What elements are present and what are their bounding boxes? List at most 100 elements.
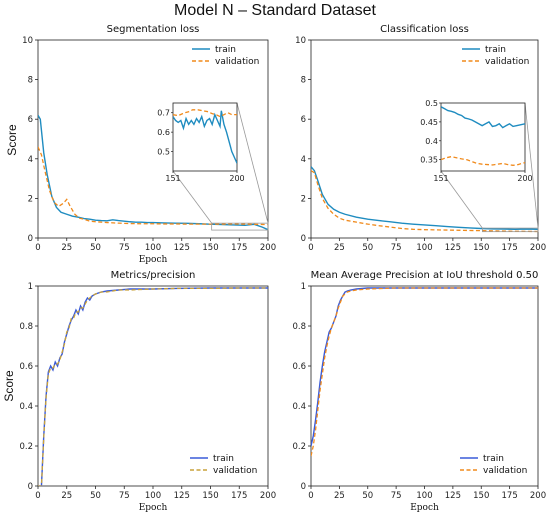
map-chart-x-tick-label: 50	[362, 491, 373, 501]
prec-chart-y-tick-label: 0.4	[19, 402, 33, 412]
seg-chart-zoom-connector-left	[172, 170, 212, 224]
cls-chart-legend: train validation	[462, 45, 529, 67]
cls-chart-x-tick-label: 100	[416, 243, 432, 253]
seg-chart-x-tick-label: 75	[119, 243, 130, 253]
map-chart-legend: train validation	[460, 454, 527, 476]
seg-chart-y-tick-label: 6	[28, 115, 33, 125]
map-chart-y-tick-label: 0.6	[292, 362, 306, 372]
prec-chart-y-tick-label: 0	[28, 482, 33, 492]
cls-chart-series-train-line	[311, 166, 538, 230]
seg-chart-legend-label-validation: validation	[215, 57, 259, 67]
cls-chart-inset-series-train-line	[441, 106, 525, 129]
map-chart-x-tick-label: 25	[334, 491, 345, 501]
cls-chart-zoom-connector-left	[440, 170, 483, 229]
prec-chart-x-tick-label: 175	[231, 491, 247, 501]
cls-chart-inset: 151 200 0.35 0.4 0.45 0.5	[420, 99, 532, 183]
map-chart-series-validation-line	[311, 287, 538, 457]
map-chart-y-tick-label: 0.8	[292, 322, 306, 332]
map-chart-x-tick-label: 125	[445, 491, 461, 501]
seg-chart-inset: 151 200 0.5 0.6 0.7	[157, 102, 245, 183]
map-chart-x-tick-label: 0	[308, 491, 313, 501]
map-chart-x-tick-label: 150	[473, 491, 489, 501]
prec-chart-legend: train validation	[190, 454, 257, 476]
prec-chart-x-tick-label: 200	[260, 491, 276, 501]
cls-chart-y-tick-label: 4	[301, 155, 306, 165]
seg-chart-y-tick-label: 0	[28, 234, 33, 244]
map-chart: Mean Average Precision at IoU threshold …	[292, 270, 546, 513]
seg-chart-y-tick-label: 4	[28, 155, 33, 165]
map-chart-legend-label-train: train	[483, 454, 504, 464]
prec-chart-title: Metrics/precision	[111, 270, 196, 281]
cls-chart-y-tick-label: 8	[301, 76, 306, 86]
prec-chart-y-axis-label: Score	[2, 370, 16, 402]
prec-chart-y-tick-label: 0.2	[19, 442, 33, 452]
cls-chart-legend-label-validation: validation	[485, 57, 529, 67]
cls-chart-inset-y-tick-label: 0.45	[420, 118, 438, 127]
seg-chart-inset-series-train-line	[173, 110, 237, 164]
cls-chart-legend-label-train: train	[485, 45, 506, 55]
seg-chart-zoom-connector-right	[236, 102, 269, 224]
cls-chart-x-tick-label: 0	[308, 243, 313, 253]
prec-chart-x-tick-label: 125	[174, 491, 190, 501]
figure-title: Model N – Standard Dataset	[174, 2, 376, 19]
seg-chart-x-tick-label: 125	[174, 243, 190, 253]
seg-chart-y-tick-label: 8	[28, 76, 33, 86]
map-chart-y-tick-label: 1	[301, 282, 306, 292]
map-chart-x-tick-label: 200	[530, 491, 546, 501]
prec-chart-x-tick-label: 50	[90, 491, 101, 501]
prec-chart: Metrics/precision 0 25 50 75 100 125 150 175 200 0…	[2, 270, 276, 513]
seg-chart-legend-label-train: train	[215, 45, 236, 55]
cls-chart-y-tick-label: 10	[295, 36, 306, 46]
prec-chart-x-tick-label: 100	[145, 491, 161, 501]
seg-chart-inset-x-tick-label: 200	[229, 174, 244, 183]
seg-chart-inset-y-tick-label: 0.6	[157, 128, 170, 137]
prec-chart-series-validation-line	[38, 287, 268, 486]
prec-chart-y-tick-label: 1	[28, 282, 33, 292]
cls-chart-x-tick-label: 75	[391, 243, 402, 253]
prec-chart-x-tick-label: 75	[119, 491, 130, 501]
map-chart-y-tick-label: 0.4	[292, 402, 306, 412]
cls-chart-title: Classification loss	[380, 24, 469, 35]
cls-chart-y-tick-label: 2	[301, 194, 306, 204]
map-chart-x-tick-label: 175	[502, 491, 518, 501]
seg-chart-inset-frame	[172, 102, 238, 172]
cls-chart-x-tick-label: 175	[502, 243, 518, 253]
cls-chart-inset-frame	[440, 102, 526, 172]
cls-chart-inset-y-tick-label: 0.35	[420, 156, 438, 165]
cls-chart-x-tick-label: 150	[473, 243, 489, 253]
seg-chart-y-tick-label: 2	[28, 194, 33, 204]
seg-chart-x-tick-label: 200	[260, 243, 276, 253]
seg-chart-x-tick-label: 25	[61, 243, 72, 253]
prec-chart-y-tick-label: 0.6	[19, 362, 33, 372]
seg-chart-inset-series-validation-line	[173, 109, 237, 118]
prec-chart-legend-label-train: train	[213, 454, 234, 464]
seg-chart-x-tick-label: 100	[145, 243, 161, 253]
prec-chart-legend-label-validation: validation	[213, 466, 257, 476]
cls-chart-inset-series-validation-line	[441, 155, 525, 166]
seg-chart-x-axis-label: Epoch	[139, 255, 168, 265]
map-chart-series-train-line	[311, 287, 538, 447]
cls-chart-y-tick-label: 0	[301, 234, 306, 244]
seg-chart-x-tick-label: 175	[231, 243, 247, 253]
seg-chart-inset-y-tick-label: 0.7	[157, 109, 170, 118]
cls-chart-x-tick-label: 125	[445, 243, 461, 253]
map-chart-title: Mean Average Precision at IoU threshold …	[311, 270, 539, 281]
cls-chart-zoom-connector-right	[524, 102, 539, 229]
cls-chart-y-tick-label: 6	[301, 115, 306, 125]
map-chart-x-tick-label: 75	[391, 491, 402, 501]
prec-chart-x-tick-label: 25	[61, 491, 72, 501]
map-chart-y-tick-label: 0.2	[292, 442, 306, 452]
seg-chart-y-axis-label: Score	[5, 124, 19, 156]
seg-chart-x-tick-label: 150	[202, 243, 218, 253]
map-chart-y-tick-label: 0	[301, 482, 306, 492]
map-chart-x-tick-label: 100	[416, 491, 432, 501]
cls-chart-series-validation-line	[311, 170, 538, 233]
map-chart-x-axis-label: Epoch	[410, 503, 439, 513]
cls-chart-zoom-region-box	[481, 227, 539, 233]
prec-chart-x-tick-label: 150	[202, 491, 218, 501]
seg-chart-series-validation-line	[38, 146, 268, 226]
cls-chart-x-tick-label: 200	[530, 243, 546, 253]
cls-chart-inset-x-tick-label: 151	[433, 174, 448, 183]
seg-chart-y-tick-label: 10	[22, 36, 33, 46]
